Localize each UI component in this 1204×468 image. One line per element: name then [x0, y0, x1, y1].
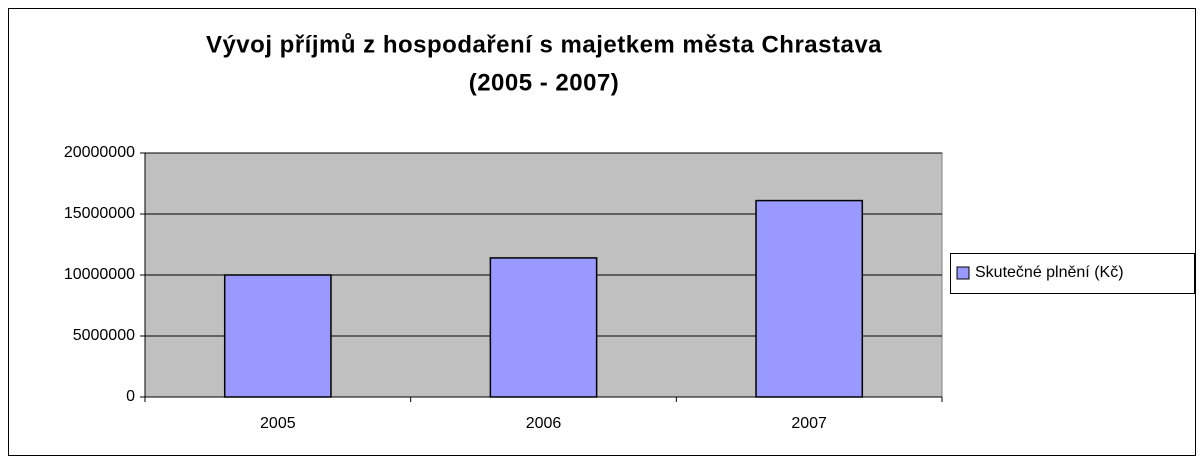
x-tick-label: 2006 — [526, 415, 562, 432]
chart-subtitle: (2005 - 2007) — [469, 69, 620, 96]
x-tick-label: 2007 — [791, 415, 827, 432]
bar — [489, 257, 598, 398]
y-tick-label: 20000000 — [64, 144, 135, 161]
bar — [755, 199, 864, 398]
chart-title: Vývoj příjmů z hospodaření s majetkem mě… — [206, 31, 882, 58]
bar — [223, 274, 332, 398]
x-tick-label: 2005 — [260, 415, 296, 432]
legend-box — [950, 253, 1195, 294]
y-tick-label: 15000000 — [64, 205, 135, 222]
legend-label: Skutečné plnění (Kč) — [975, 264, 1124, 281]
y-tick-label: 10000000 — [64, 266, 135, 283]
legend-swatch — [956, 266, 970, 280]
y-tick-label: 5000000 — [73, 327, 135, 344]
y-tick-label: 0 — [126, 388, 135, 405]
